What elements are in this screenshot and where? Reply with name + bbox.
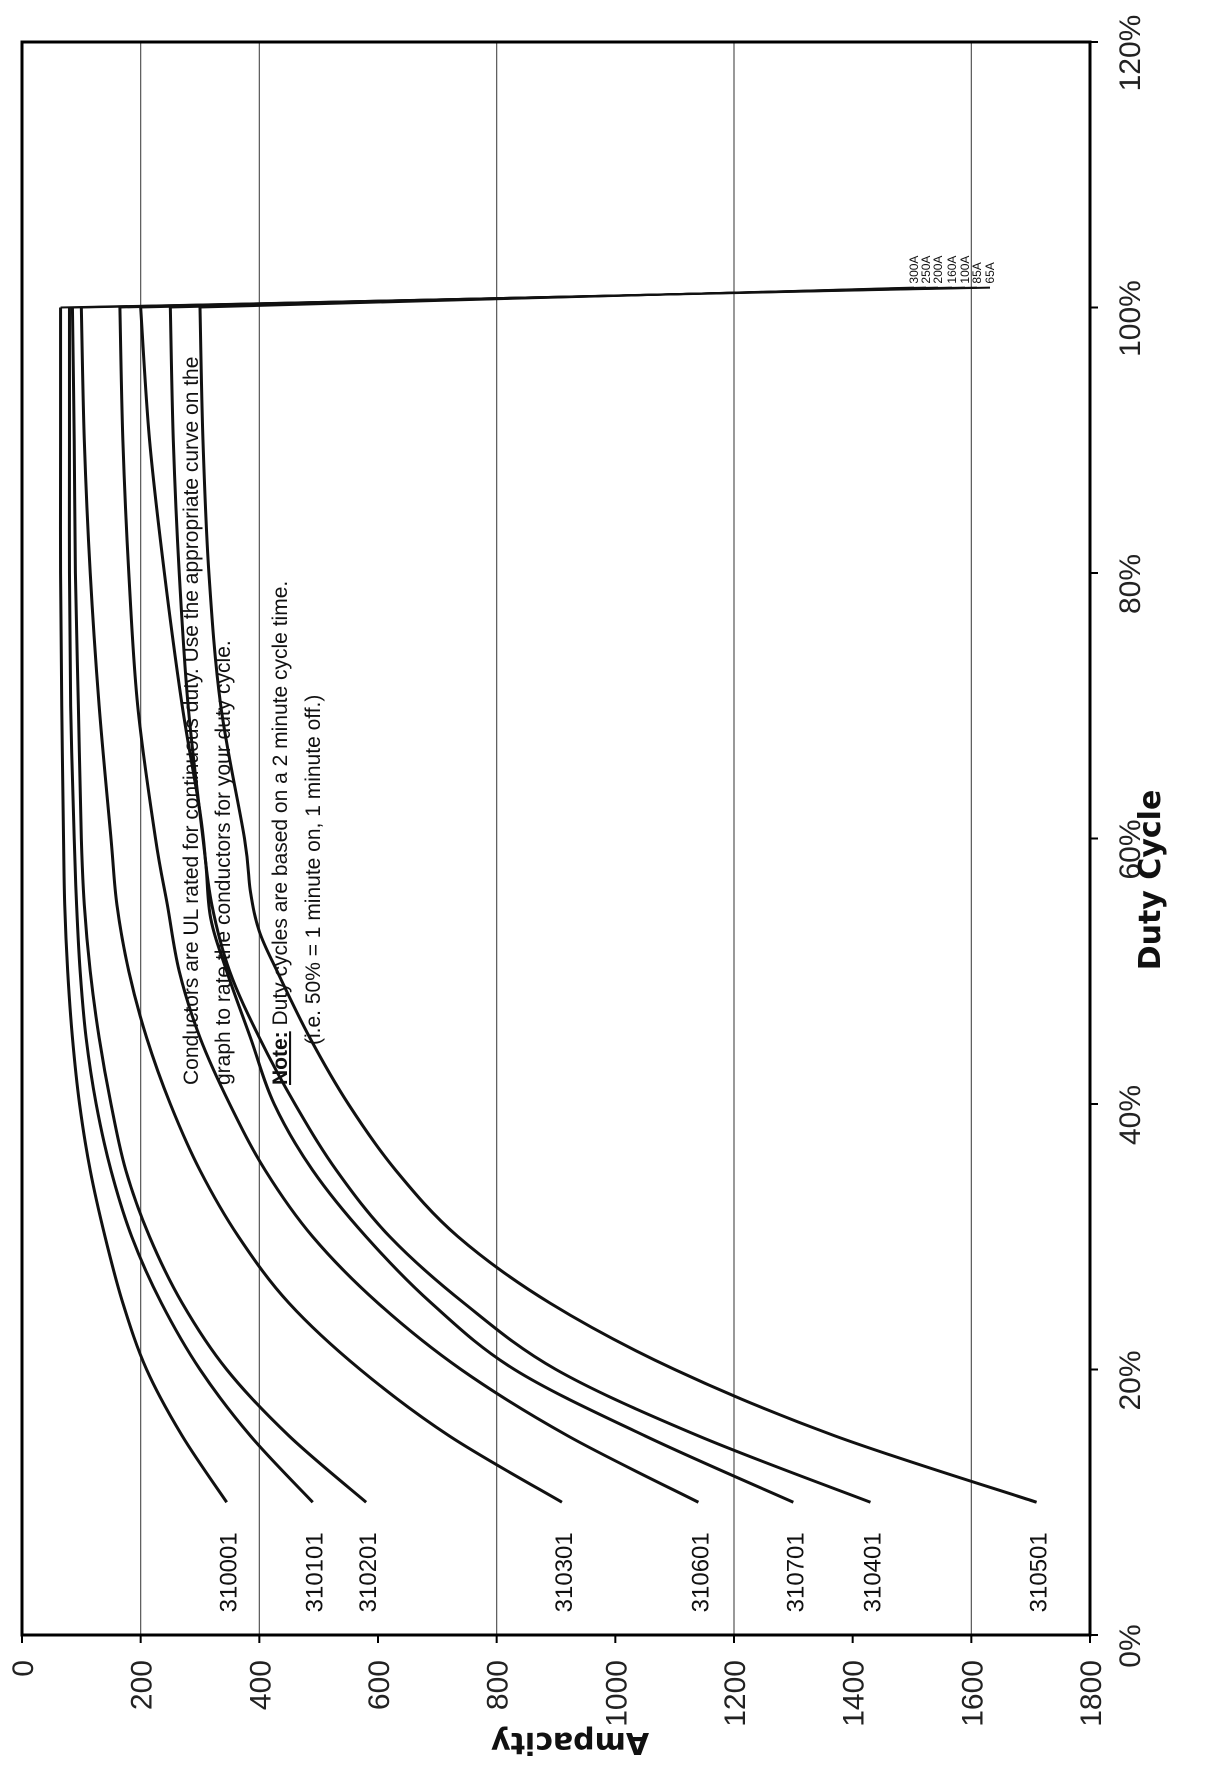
x-axis-title: Duty Cycle <box>1133 790 1168 971</box>
x-axis-ticks: 0% 20% 40% 60% 80% 100% 120% <box>1090 15 1147 1668</box>
series-curve-310101 <box>67 307 314 1504</box>
series-curves <box>58 307 1038 1504</box>
rating-label-250A: 250A <box>919 256 933 284</box>
note-text: Duty cycles are based on a 2 minute cycl… <box>269 581 292 1032</box>
rating-label-100A: 100A <box>958 256 972 284</box>
note-label: Note: <box>269 1031 292 1085</box>
series-labels: 310501 310401 310701 310601 310301 310201 3101… <box>216 1532 1053 1612</box>
x-tick-label: 60% <box>1114 819 1147 879</box>
rating-label-65A: 65A <box>983 262 997 283</box>
x-tick-label: 80% <box>1114 554 1147 614</box>
series-curve-310601 <box>118 307 700 1504</box>
x-tick-label: 40% <box>1114 1085 1147 1145</box>
series-curve-310201 <box>70 307 368 1504</box>
series-label-310601: 310601 <box>687 1532 714 1612</box>
annotation-note-line-2: (i.e. 50% = 1 minute on, 1 minute off.) <box>302 695 325 1045</box>
y-tick-label: 800 <box>482 1660 515 1710</box>
y-tick-label: 1200 <box>719 1660 752 1727</box>
rating-label-160A: 160A <box>945 256 959 284</box>
y-tick-label: 1800 <box>1075 1660 1108 1727</box>
series-curve-310301 <box>79 307 563 1504</box>
series-curve-310701 <box>139 307 794 1504</box>
y-axis-title: Ampacity <box>490 1725 649 1760</box>
y-tick-label: 600 <box>363 1660 396 1710</box>
y-tick-label: 1000 <box>600 1660 633 1727</box>
series-curve-310001 <box>58 307 228 1504</box>
series-label-310101: 310101 <box>302 1532 329 1612</box>
y-tick-label: 0 <box>7 1660 40 1677</box>
rating-label-300A: 300A <box>907 256 921 284</box>
annotation-line-2: graph to rate the conductors for your du… <box>212 640 235 1085</box>
rating-label-200A: 200A <box>931 256 945 284</box>
series-label-310701: 310701 <box>782 1532 809 1612</box>
y-tick-label: 200 <box>126 1660 159 1710</box>
x-tick-label: 0% <box>1114 1624 1147 1667</box>
annotation-line-1: Conductors are UL rated for continuous d… <box>180 357 203 1085</box>
x-tick-label: 120% <box>1114 15 1147 92</box>
series-label-310201: 310201 <box>355 1532 382 1612</box>
rating-leader-65A <box>60 286 991 309</box>
annotation-block: Conductors are UL rated for continuous d… <box>180 357 325 1085</box>
series-curve-310401 <box>168 307 872 1504</box>
series-label-310301: 310301 <box>551 1532 578 1612</box>
y-axis-ticks: 0 200 400 600 800 1000 1200 1400 1600 1800 <box>7 1635 1108 1727</box>
y-tick-label: 400 <box>244 1660 277 1710</box>
series-label-310401: 310401 <box>859 1532 886 1612</box>
y-tick-label: 1600 <box>956 1660 989 1727</box>
x-tick-label: 100% <box>1114 280 1147 357</box>
rating-leaders <box>60 286 991 309</box>
y-tick-label: 1400 <box>838 1660 871 1727</box>
annotation-note: Note: Duty cycles are based on a 2 minut… <box>269 581 292 1085</box>
series-curve-310501 <box>198 307 1038 1504</box>
rating-label-85A: 85A <box>970 262 984 283</box>
series-label-310501: 310501 <box>1026 1532 1053 1612</box>
series-label-310001: 310001 <box>216 1532 243 1612</box>
x-tick-label: 20% <box>1114 1350 1147 1410</box>
